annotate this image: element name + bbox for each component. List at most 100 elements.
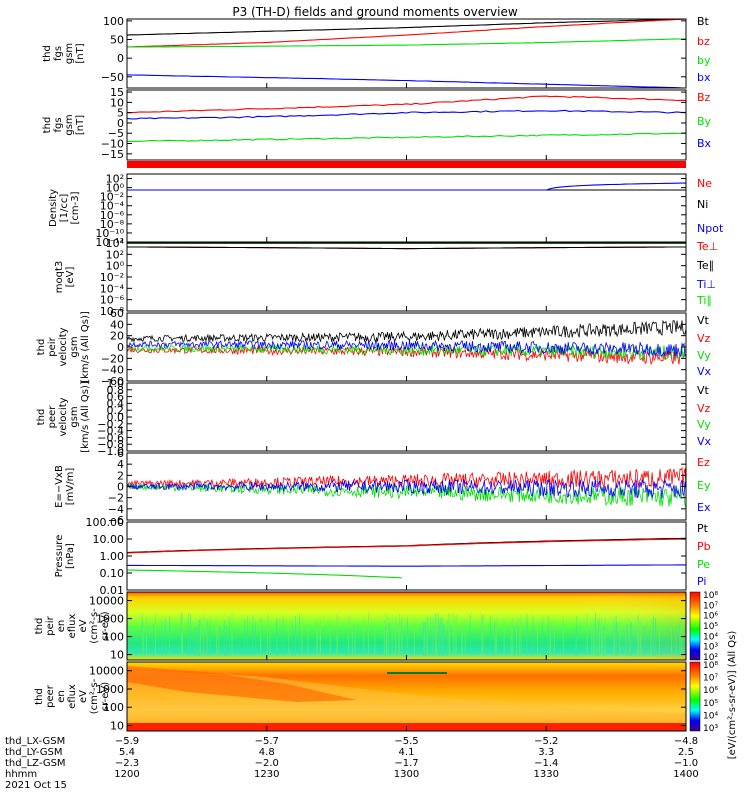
legend-peer_velocity-Vz: Vz <box>697 402 711 415</box>
ytick-label: 10⁻² <box>100 191 124 204</box>
legend-fgs_gsm-bz: bz <box>697 35 710 48</box>
legend-pressure-Pe: Pe <box>697 558 710 571</box>
ytick-label: −0.4 <box>97 425 124 438</box>
legend-temperature-Ti∥: Ti∥ <box>696 294 712 307</box>
ytick-label: 60 <box>110 307 124 320</box>
legend-fgm_gsm-Bz: Bz <box>697 91 711 104</box>
title-container: P3 (TH-D) fields and ground moments over… <box>0 1 750 20</box>
xrow-label-1: thd_LY-GSM <box>5 747 62 758</box>
ytick-label: 20 <box>110 330 124 343</box>
flag-strip <box>127 161 686 168</box>
ylabel-peer_velocity: velocity <box>58 397 69 436</box>
ytick-label: 100 <box>103 701 124 714</box>
ytick-label: 0 <box>117 117 124 130</box>
legend-peir_velocity-Vz: Vz <box>697 332 711 345</box>
xrow-label-2: thd_LZ-GSM <box>5 758 66 769</box>
ytick-label: 10⁰ <box>106 182 125 195</box>
ytick-label: −40 <box>101 364 124 377</box>
legend-pressure-Pb: Pb <box>697 540 711 553</box>
ytick-label: 40 <box>110 318 124 331</box>
ylabel-peer_en_eflux: thd <box>34 688 45 705</box>
ylabel-fgm_gsm: thd <box>42 117 53 134</box>
ylabel-temperature: [eV] <box>65 267 76 288</box>
series-efield-1 <box>126 482 687 508</box>
ytick-label: 15 <box>110 86 124 99</box>
ytick-label: 10⁻¹⁰ <box>95 227 124 240</box>
ylabel-temperature: moqt3 <box>54 261 65 294</box>
xrow-value: −1.4 <box>534 758 558 769</box>
legend-fgs_gsm-bx: bx <box>697 71 711 84</box>
panel-density: 10²10⁰10⁻²10⁻⁴10⁻⁶10⁻⁸10⁻¹⁰10⁻¹²Density[… <box>48 173 724 249</box>
series-pressure-3 <box>127 564 686 567</box>
colorbar-label: [eV/(cm²-s-sr-eV)] (All Qs) <box>727 631 738 760</box>
ylabel-peer_velocity: [km/s (All Qs)] <box>80 381 91 453</box>
ytick-label: −0.8 <box>97 438 124 451</box>
series-pressure-2 <box>126 569 402 579</box>
frame-peer_velocity <box>126 382 687 452</box>
ytick-label: 10000 <box>89 665 124 678</box>
ylabel-fgs_gsm: fgs <box>53 46 64 61</box>
frame-pressure <box>126 521 687 591</box>
ytick-label: 0.6 <box>107 391 125 404</box>
ytick-label: −60 <box>101 375 124 388</box>
xrow-value: −2.3 <box>115 758 139 769</box>
xrow-value: 1230 <box>254 769 279 780</box>
xrow-value: 1400 <box>673 769 698 780</box>
colorbar-tick: 10⁴ <box>703 632 718 642</box>
legend-temperature-Te∥: Te∥ <box>696 259 714 272</box>
series-temperature-1 <box>127 246 686 250</box>
ytick-label: 0.10 <box>100 567 125 580</box>
ytick-label: 0.0 <box>107 411 125 424</box>
frame-fgm_gsm <box>126 89 687 161</box>
ytick-label: 10⁰ <box>106 260 125 273</box>
legend-peer_velocity-Vy: Vy <box>697 418 711 431</box>
panel-peer_velocity: 1.00.80.60.40.20.0−0.2−0.4−0.6−0.8−1.0 th… <box>36 377 712 458</box>
ytick-label: 50 <box>110 34 124 47</box>
ylabel-peir_velocity: peir <box>47 336 58 356</box>
ytick-label: 10⁻¹² <box>95 236 124 249</box>
panel-pressure: 100.00 10.00 1.00 0.10 0.01 Pressure [nPa] Pt Pb… <box>54 516 711 597</box>
ytick-label: −6 <box>108 514 124 527</box>
series-fgs_gsm-2 <box>126 38 687 48</box>
legend-pressure-Pt: Pt <box>697 522 709 535</box>
xrow-value: −5.9 <box>115 736 139 747</box>
ylabel-peir_en_eflux: thd <box>34 618 45 635</box>
colorbar-tick: 10⁵ <box>703 622 718 632</box>
ylabel-peir_en_eflux: en <box>56 620 67 633</box>
ylabel-peer_velocity: thd <box>36 409 47 426</box>
ylabel-fgs_gsm: [nT] <box>75 43 86 63</box>
ylabel-peir_en_eflux: sr-eV) <box>100 611 111 640</box>
ytick-label: 10⁻⁶ <box>100 209 125 222</box>
ylabel-density: Density <box>48 189 59 227</box>
frame-temperature <box>126 242 687 312</box>
xrow-value: −5.2 <box>534 736 558 747</box>
ytick-label: 100.00 <box>86 516 125 529</box>
panel-fgs_gsm: 100 50 0 −50 thd fgs gsm [nT] Bt bz by bx <box>42 15 711 89</box>
ytick-label: 10 <box>110 649 124 662</box>
legend-temperature-Te⊥: Te⊥ <box>696 240 718 253</box>
ylabel-fgs_gsm: thd <box>42 45 53 62</box>
xrow-value: −5.5 <box>394 736 418 747</box>
ytick-label: 10000 <box>89 595 124 608</box>
ytick-label: −1.0 <box>97 445 124 458</box>
ytick-label: −20 <box>101 352 124 365</box>
ytick-label: 0.2 <box>107 404 125 417</box>
ytick-label: 10⁻⁸ <box>100 218 125 231</box>
ytick-label: −15 <box>101 148 124 161</box>
xrow-value: −1.0 <box>674 758 698 769</box>
legend-peir_velocity-Vt: Vt <box>697 314 710 327</box>
xrow-value: 1300 <box>394 769 419 780</box>
legend-density-Ne: Ne <box>697 177 712 190</box>
ylabel-pressure: Pressure <box>54 535 65 578</box>
series-fgs_gsm-3 <box>126 74 687 89</box>
series-efield-2 <box>126 478 687 499</box>
xrow-value: 5.4 <box>119 747 135 758</box>
ytick-label: 10⁻⁸ <box>100 305 125 318</box>
colorbar-tick: 10⁷ <box>703 601 718 611</box>
xrow-value: 4.1 <box>399 747 415 758</box>
ylabel-peer_velocity: gsm <box>69 406 80 427</box>
ylabel-peir_velocity: velocity <box>58 327 69 366</box>
ylabel-efield: E=−VxB <box>54 465 65 508</box>
